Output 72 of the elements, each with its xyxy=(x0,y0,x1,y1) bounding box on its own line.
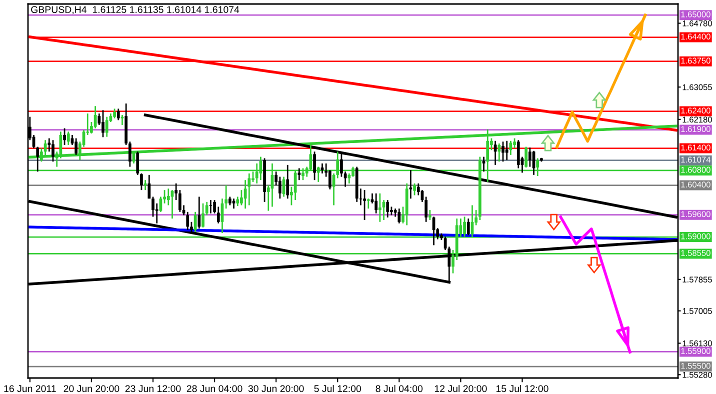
candlestick xyxy=(505,140,508,161)
candlestick xyxy=(216,206,220,224)
candlestick xyxy=(236,196,240,207)
candlestick xyxy=(74,138,78,156)
candlestick xyxy=(186,211,190,231)
candlestick xyxy=(102,109,104,138)
candlestick xyxy=(528,146,532,168)
candlestick xyxy=(248,172,251,206)
ref-line-label: 1.62400 xyxy=(681,108,710,114)
candlestick xyxy=(366,198,370,210)
ref-line-label: 1.60800 xyxy=(681,166,710,173)
y-tick-label: 1.57005 xyxy=(682,308,712,314)
candlestick xyxy=(52,139,54,162)
candlestick xyxy=(116,108,120,121)
candlestick xyxy=(502,140,504,162)
candlestick xyxy=(378,192,382,223)
candlestick xyxy=(494,140,497,166)
candlestick xyxy=(66,130,70,146)
candlestick xyxy=(298,168,301,181)
candlestick xyxy=(386,199,390,218)
x-tick-label: 8 Jul 04:00 xyxy=(376,384,423,392)
y-tick-label: 1.64780 xyxy=(682,20,712,26)
ref-line-label: 1.65000 xyxy=(681,11,710,18)
ref-line-label: 1.60400 xyxy=(681,182,710,188)
x-tick-label: 15 Jul 12:00 xyxy=(496,384,548,392)
ref-line-label: 1.55900 xyxy=(681,348,710,354)
ref-line-label: 1.61074 xyxy=(681,156,710,163)
candlestick xyxy=(516,139,520,169)
candlestick xyxy=(144,179,147,191)
candlestick xyxy=(148,174,151,200)
chart-title: GBPUSD,H4 1.61125 1.61135 1.61014 1.61074 xyxy=(31,6,240,14)
y-tick-label: 1.57855 xyxy=(682,276,712,283)
x-tick-label: 16 Jun 2011 xyxy=(4,385,56,392)
ref-line-label: 1.55500 xyxy=(681,362,710,369)
y-tick-label: 1.55280 xyxy=(682,372,712,378)
candlestick xyxy=(363,189,366,221)
x-tick-label: 5 Jul 12:00 xyxy=(314,384,362,392)
x-tick-label: 28 Jun 04:00 xyxy=(186,385,242,392)
ref-line-label: 1.58550 xyxy=(681,250,710,256)
candlestick xyxy=(209,199,212,214)
candlestick xyxy=(63,128,66,146)
x-tick-label: 23 Jun 12:00 xyxy=(125,385,181,392)
candlestick xyxy=(498,142,501,162)
candlestick xyxy=(466,218,470,236)
candlestick xyxy=(194,211,197,233)
candlestick xyxy=(202,202,204,228)
y-tick-label: 1.56130 xyxy=(682,340,712,346)
candlestick xyxy=(374,192,378,214)
ref-line-label: 1.64400 xyxy=(681,34,710,40)
candlestick xyxy=(524,146,528,168)
candlestick xyxy=(409,169,412,200)
ref-line-label: 1.63750 xyxy=(681,58,710,64)
candlestick xyxy=(398,208,401,224)
x-tick-label: 30 Jun 20:00 xyxy=(248,385,304,392)
candlestick xyxy=(105,116,108,138)
x-tick-label: 20 Jun 20:00 xyxy=(64,385,120,392)
ref-line-label: 1.59000 xyxy=(681,233,710,240)
x-tick-label: 12 Jul 20:00 xyxy=(434,384,487,392)
candlestick xyxy=(428,209,432,221)
ref-line-label: 1.61900 xyxy=(681,126,710,132)
ref-line-label: 1.61400 xyxy=(681,144,710,151)
candlestick xyxy=(313,150,316,181)
y-tick-label: 1.63055 xyxy=(682,84,712,90)
candlestick xyxy=(113,108,116,120)
candlestick xyxy=(94,105,97,129)
candlestick xyxy=(413,182,416,196)
line-series xyxy=(555,14,647,149)
candlestick xyxy=(198,196,201,230)
ref-line-label: 1.59600 xyxy=(681,211,710,218)
candlestick xyxy=(286,164,290,200)
y-tick-label: 1.62180 xyxy=(682,116,712,123)
candlestick xyxy=(155,202,158,224)
